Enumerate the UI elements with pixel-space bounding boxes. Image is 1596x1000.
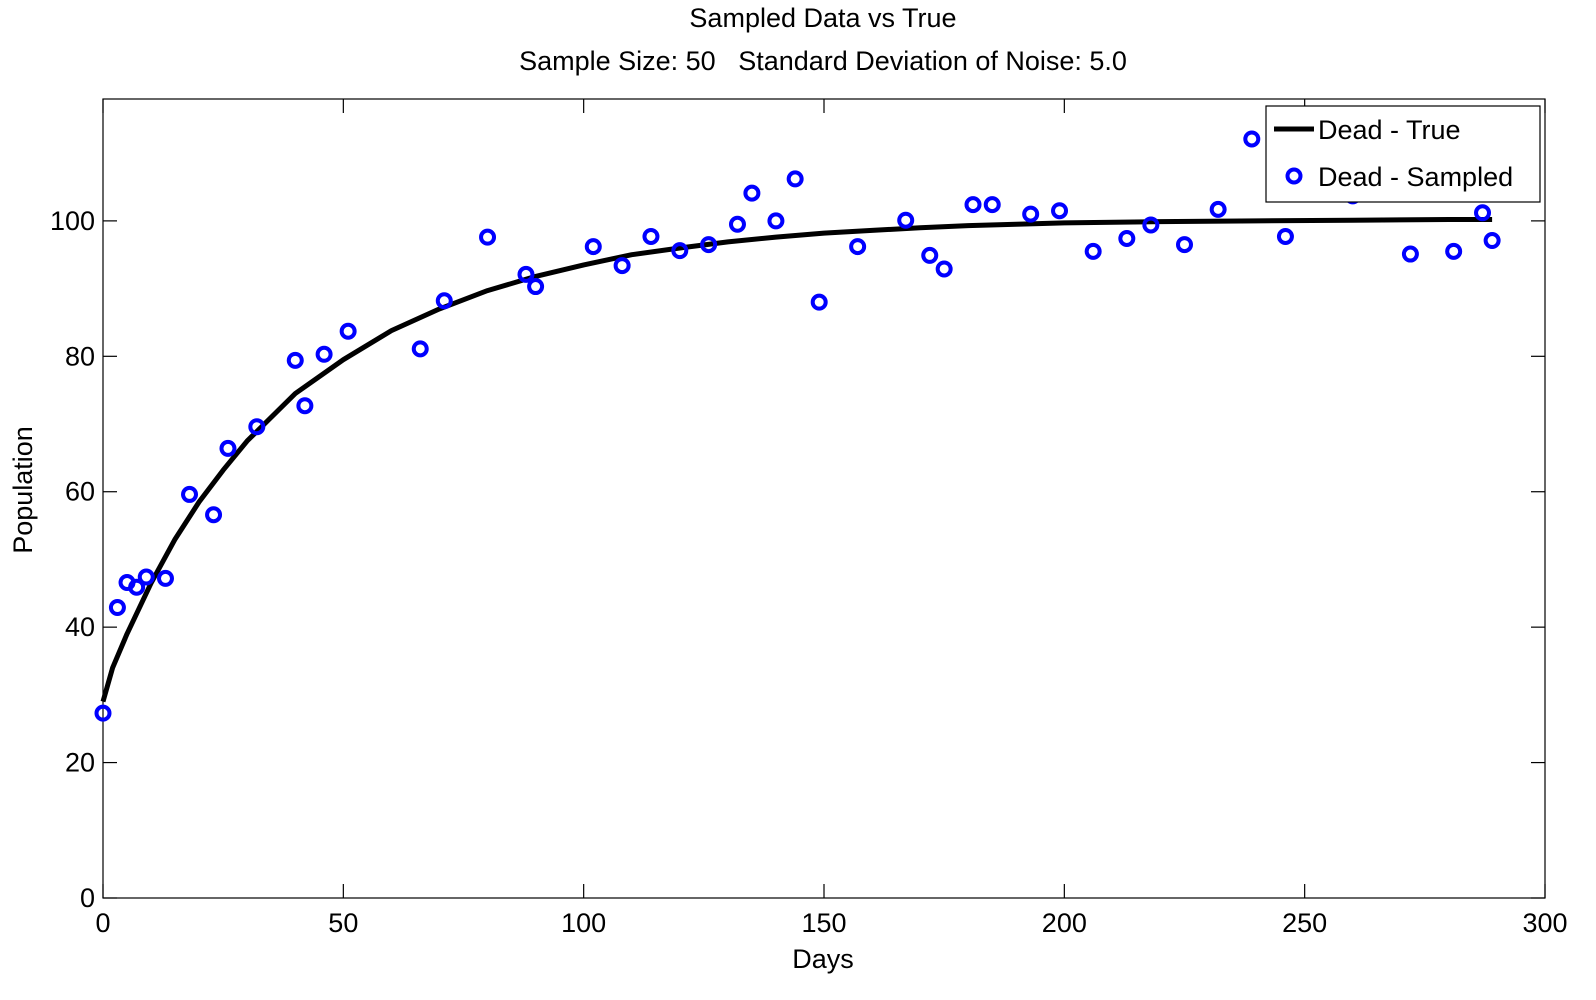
sample-point <box>248 418 266 436</box>
sample-point <box>897 211 915 229</box>
legend-label-true: Dead - True <box>1318 115 1461 145</box>
legend: Dead - True Dead - Sampled <box>1265 105 1541 203</box>
sample-point <box>743 184 761 202</box>
true-curve <box>100 217 1493 703</box>
series-dead-true <box>100 217 1493 703</box>
x-tick-label: 300 <box>1522 908 1567 938</box>
y-axis: 0 20 40 60 80 100 <box>50 206 1545 913</box>
y-tick-label: 80 <box>65 341 95 371</box>
x-tick-label: 150 <box>801 908 846 938</box>
y-axis-label: Population <box>8 426 38 554</box>
sample-point <box>786 170 804 188</box>
y-tick-label: 40 <box>65 612 95 642</box>
y-tick-label: 60 <box>65 477 95 507</box>
sample-point <box>964 196 982 214</box>
sample-point <box>728 215 746 233</box>
sample-point <box>1483 232 1501 250</box>
sample-point <box>1474 204 1492 222</box>
sample-point <box>1118 229 1136 247</box>
sample-point <box>156 569 174 587</box>
sample-point <box>983 196 1001 214</box>
sample-point <box>527 278 545 296</box>
sample-point <box>935 260 953 278</box>
legend-marker-swatch <box>1285 167 1303 185</box>
sample-point <box>1401 245 1419 263</box>
x-tick-label: 100 <box>561 908 606 938</box>
y-tick-label: 100 <box>50 206 95 236</box>
sample-point <box>411 340 429 358</box>
sample-point <box>1084 242 1102 260</box>
chart-subtitle: Sample Size: 50 Standard Deviation of No… <box>519 46 1127 76</box>
sample-point <box>181 485 199 503</box>
sample-point <box>1022 205 1040 223</box>
sample-point <box>700 236 718 254</box>
sample-point <box>94 704 112 722</box>
legend-box <box>1265 105 1541 203</box>
sample-point <box>1176 236 1193 254</box>
sample-point <box>810 293 828 311</box>
sample-point <box>1243 130 1261 148</box>
sample-point <box>1209 200 1227 218</box>
sample-point <box>1051 202 1069 220</box>
x-tick-label: 200 <box>1042 908 1087 938</box>
sample-point <box>1142 216 1160 234</box>
x-axis: 0 50 100 150 200 250 300 <box>95 99 1568 938</box>
sample-point <box>921 246 939 264</box>
x-tick-label: 0 <box>95 908 110 938</box>
sample-point <box>1276 227 1294 245</box>
sample-point <box>205 506 223 524</box>
x-axis-label: Days <box>792 944 854 974</box>
y-tick-label: 0 <box>80 883 95 913</box>
sample-point <box>1445 242 1463 260</box>
sample-point <box>339 322 357 340</box>
x-tick-label: 250 <box>1282 908 1327 938</box>
sample-point <box>108 599 126 617</box>
sample-point <box>128 578 146 596</box>
sample-point <box>479 228 497 246</box>
sample-point <box>584 238 602 256</box>
legend-label-sampled: Dead - Sampled <box>1318 162 1513 192</box>
sample-point <box>642 227 660 245</box>
x-tick-label: 50 <box>328 908 358 938</box>
sample-point <box>767 212 785 230</box>
y-tick-label: 20 <box>65 748 95 778</box>
sample-point <box>849 238 867 256</box>
sample-point <box>219 439 237 457</box>
chart-title: Sampled Data vs True <box>689 3 956 33</box>
sample-point <box>286 351 304 369</box>
sample-point <box>137 568 155 586</box>
sample-point <box>296 397 314 415</box>
sample-point <box>315 345 333 363</box>
sample-point <box>435 292 453 310</box>
series-dead-sampled <box>94 130 1501 722</box>
sample-point <box>671 242 689 260</box>
sample-point <box>517 265 535 283</box>
sample-point <box>613 257 631 275</box>
